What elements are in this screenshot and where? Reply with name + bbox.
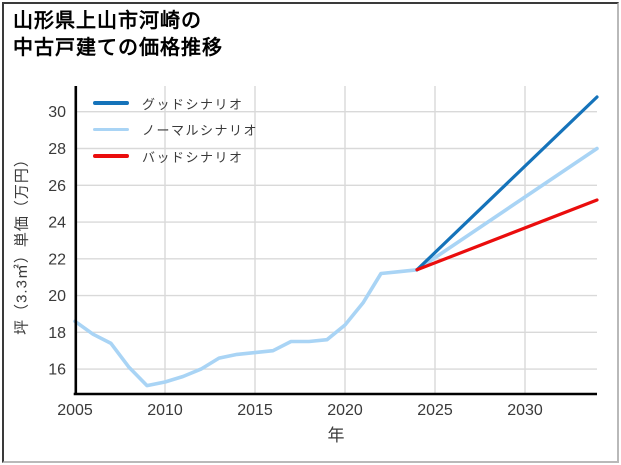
x-tick-label-2005: 2005 <box>57 402 93 419</box>
legend-label-bad: バッドシナリオ <box>142 149 244 165</box>
x-tick-label-2020: 2020 <box>327 402 363 419</box>
y-tick-label-18: 18 <box>48 325 66 342</box>
legend-swatch-normal-line <box>93 127 129 132</box>
chart-title-line2: 中古戸建ての価格推移 <box>13 37 223 59</box>
series-line-normal <box>73 146 599 388</box>
y-tick-label-24: 24 <box>48 215 66 232</box>
x-tick-label-2015: 2015 <box>237 402 273 419</box>
y-tick-label-28: 28 <box>48 141 66 158</box>
legend-swatch-good-line <box>93 101 129 105</box>
x-tick-label-2030: 2030 <box>507 402 543 419</box>
series-line-bad <box>415 198 599 272</box>
x-tick-label-2025: 2025 <box>417 402 453 419</box>
legend-label-normal: ノーマルシナリオ <box>142 123 259 138</box>
legend-item-normal: ノーマルシナリオ <box>93 123 259 138</box>
legend-label-good: グッドシナリオ <box>142 96 244 112</box>
legend-item-bad: バッドシナリオ <box>93 149 258 165</box>
x-axis-label: 年 <box>327 426 345 445</box>
chart-legend: グッドシナリオ ノーマルシナリオ バッドシナリオ <box>93 96 258 176</box>
legend-swatch-bad-line <box>93 154 129 158</box>
y-tick-label-30: 30 <box>48 104 66 121</box>
y-tick-label-22: 22 <box>48 251 66 268</box>
chart-title: 山形県上山市河崎の 中古戸建ての価格推移 <box>13 8 223 62</box>
y-tick-label-26: 26 <box>48 178 66 195</box>
y-tick-label-16: 16 <box>48 362 66 379</box>
y-axis-label: 坪（3.3㎡）単価（万円） <box>13 151 31 335</box>
legend-item-good: グッドシナリオ <box>93 96 258 112</box>
y-tick-label-20: 20 <box>48 288 66 305</box>
chart-title-line1: 山形県上山市河崎の <box>13 10 202 32</box>
x-tick-label-2010: 2010 <box>147 402 183 419</box>
series-line-good <box>415 95 599 272</box>
